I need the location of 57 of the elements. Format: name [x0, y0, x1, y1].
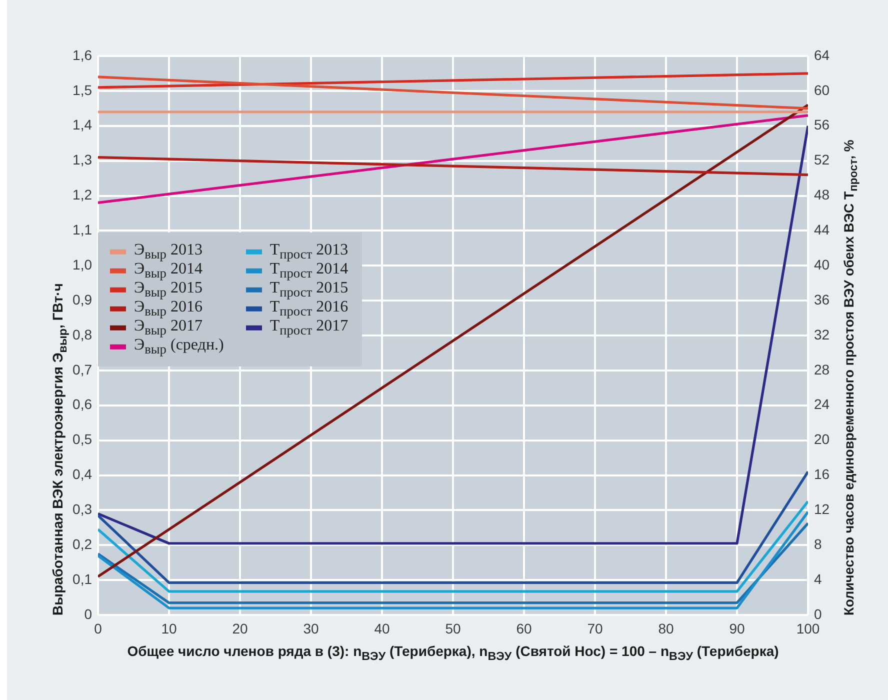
legend-label: T$_{прост}$ 2017	[270, 317, 348, 340]
legend-label: Э$_{выр}$ 2013	[134, 241, 202, 262]
y-tick-label: 0,1	[72, 570, 92, 587]
y-tick-label: 0,6	[72, 396, 92, 412]
legend-label: T$_{прост}$ 2013	[270, 241, 348, 262]
y-tick-label: 1,5	[72, 82, 92, 98]
y-tick-label: 0,3	[72, 501, 92, 518]
y2-tick-label: 12	[814, 501, 830, 518]
legend-label: Э$_{выр}$ 2017	[134, 317, 202, 338]
y-tick-label: 1,3	[72, 152, 92, 168]
y-tick-label: 0,7	[72, 361, 92, 378]
legend-label: T$_{прост}$ 2014	[270, 260, 348, 280]
y2-tick-label: 32	[814, 326, 830, 342]
y-tick-label: 0	[84, 606, 92, 622]
y-tick-label: 1,4	[72, 116, 92, 133]
legend-label: Э$_{выр}$ 2015	[134, 279, 202, 300]
y2-tick-label: 24	[814, 396, 830, 412]
x-tick-label: 60	[516, 620, 532, 636]
y2-tick-label: 0	[814, 606, 822, 622]
x-tick-label: 20	[232, 620, 248, 636]
y-tick-label: 1,6	[72, 46, 92, 63]
y-tick-label: 1,2	[72, 186, 92, 203]
x-tick-label: 0	[94, 620, 102, 636]
x-tick-label: 30	[303, 620, 319, 636]
y2-tick-label: 28	[814, 361, 830, 378]
x-tick-label: 40	[374, 620, 390, 636]
y-tick-label: 1,0	[72, 256, 92, 272]
y-tick-label: 0,9	[72, 291, 92, 308]
y2-tick-label: 56	[814, 116, 830, 133]
y-tick-label: 0,4	[72, 466, 92, 482]
y-tick-label: 0,5	[72, 431, 92, 448]
y-tick-label: 1,1	[72, 222, 92, 238]
legend-label: T$_{прост}$ 2015	[270, 279, 348, 300]
y-tick-label: 0,2	[72, 536, 92, 552]
legend-label: Э$_{выр}$ (средн.)	[134, 336, 224, 358]
y2-tick-label: 52	[814, 152, 830, 168]
x-tick-label: 10	[161, 620, 177, 636]
x-tick-label: 70	[587, 620, 603, 636]
y2-tick-label: 44	[814, 222, 830, 238]
y2-tick-label: 60	[814, 82, 830, 98]
x-tick-label: 100	[796, 620, 820, 636]
y2-tick-label: 64	[814, 46, 830, 63]
x-axis-title: Общее число членов ряда в (3): n$_{ВЭУ}$ (Териберка), n$_{ВЭУ}$ (Святой Нос) = 100 – n$_{ВЭУ}$ (Териберка)	[126, 643, 780, 663]
y2-tick-label: 48	[814, 186, 830, 203]
legend-label: T$_{прост}$ 2016	[270, 298, 348, 318]
y2-tick-label: 4	[814, 570, 822, 587]
y2-tick-label: 16	[814, 466, 830, 482]
y2-tick-label: 36	[814, 291, 830, 308]
x-tick-label: 80	[658, 620, 674, 636]
y2-tick-label: 20	[814, 431, 830, 448]
y-tick-label: 0,8	[72, 326, 92, 342]
legend-label: Э$_{выр}$ 2014	[134, 260, 202, 280]
legend-label: Э$_{выр}$ 2016	[134, 298, 202, 318]
x-tick-label: 90	[729, 620, 745, 636]
y2-tick-label: 8	[814, 536, 822, 552]
y2-tick-label: 40	[814, 256, 830, 272]
x-tick-label: 50	[445, 620, 461, 636]
